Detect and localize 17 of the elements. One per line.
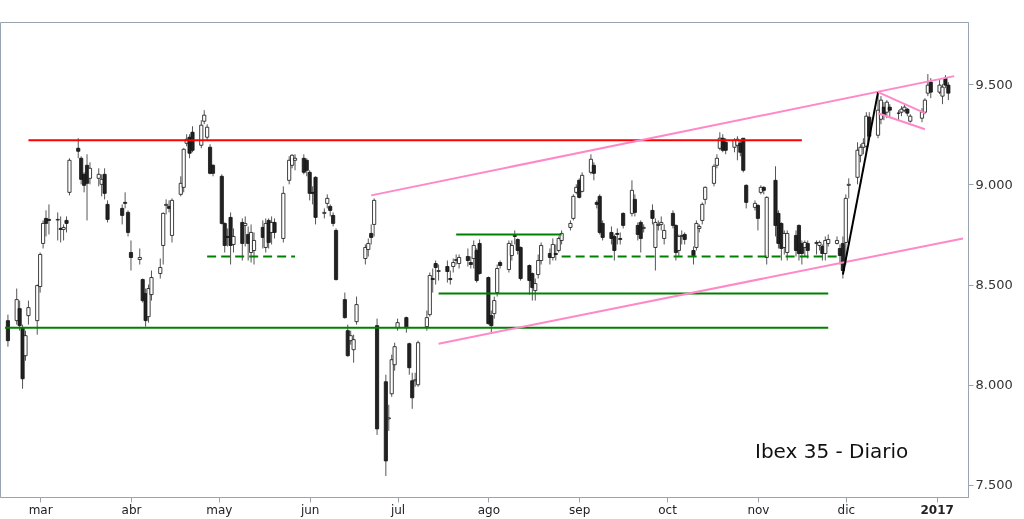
x-tick-label: dic (837, 502, 856, 517)
x-tick-label: oct (658, 502, 678, 517)
y-tick-label: 9.000 (975, 176, 1013, 192)
x-tick-label: ago (477, 502, 501, 517)
y-tick-label: 8.000 (975, 377, 1013, 393)
x-tick-label: sep (569, 502, 591, 517)
x-tick-label: may (206, 502, 233, 517)
x-tick-label: 2017 (920, 502, 954, 517)
annotation: Ibex 35 - Diario (755, 439, 909, 463)
y-tick-label: 9.500 (975, 76, 1013, 92)
x-tick-label: mar (28, 502, 53, 517)
y-tick-label: 7.500 (975, 477, 1013, 493)
x-tick-label: jun (299, 502, 320, 517)
y-tick-label: 8.500 (975, 277, 1013, 293)
x-tick-label: nov (747, 502, 770, 517)
x-tick-label: abr (121, 502, 142, 517)
x-tick-label: jul (389, 502, 406, 517)
